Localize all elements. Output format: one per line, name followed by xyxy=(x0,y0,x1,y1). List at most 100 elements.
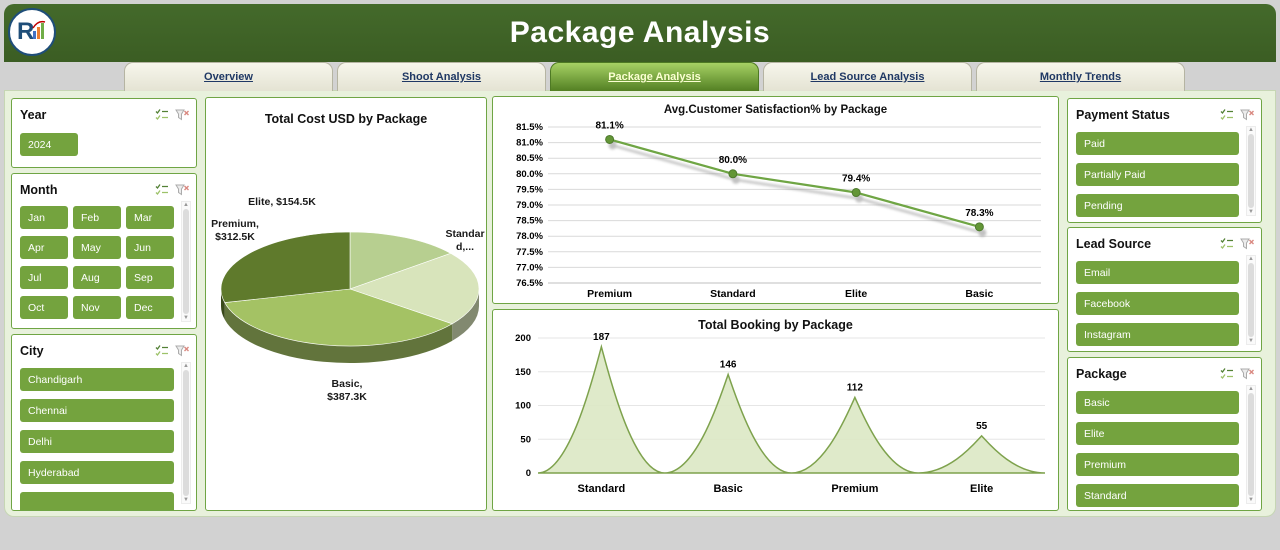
area-chart[interactable]: 0 50 100 150 200 187 146 112 55 Standard Basic Prem… xyxy=(493,310,1058,510)
payment-status-slicer: Payment Status Paid Partially Paid Pending… xyxy=(1067,98,1262,223)
multiselect-icon[interactable] xyxy=(154,107,170,123)
svg-text:77.0%: 77.0% xyxy=(516,262,543,273)
svg-text:76.5%: 76.5% xyxy=(516,278,543,289)
package-option[interactable]: Basic xyxy=(1076,391,1239,414)
month-option[interactable]: Jul xyxy=(20,266,68,289)
scrollbar[interactable]: ▲ ▼ xyxy=(1246,126,1256,216)
scroll-thumb[interactable] xyxy=(183,370,189,496)
clear-filter-icon[interactable] xyxy=(1239,366,1255,382)
city-option[interactable]: Chandigarh xyxy=(20,368,174,391)
month-option[interactable]: Apr xyxy=(20,236,68,259)
scroll-up-icon[interactable]: ▲ xyxy=(183,363,189,369)
month-slicer: Month Jan Feb Mar Apr May Jun Jul Aug Sep Oct Nov D… xyxy=(11,173,197,329)
month-option[interactable]: Jan xyxy=(20,206,68,229)
svg-text:78.3%: 78.3% xyxy=(965,208,993,219)
logo: R xyxy=(8,8,56,56)
scroll-down-icon[interactable]: ▼ xyxy=(1248,209,1254,215)
svg-text:100: 100 xyxy=(515,401,531,412)
slicer-title: Package xyxy=(1076,367,1127,381)
scrollbar[interactable]: ▲ ▼ xyxy=(181,201,191,322)
scroll-thumb[interactable] xyxy=(1248,134,1254,208)
month-option[interactable]: Aug xyxy=(73,266,121,289)
package-option[interactable]: Elite xyxy=(1076,422,1239,445)
scroll-down-icon[interactable]: ▼ xyxy=(183,497,189,503)
tab-monthly-trends[interactable]: Monthly Trends xyxy=(976,62,1185,91)
month-option[interactable]: Sep xyxy=(126,266,174,289)
svg-text:Basic: Basic xyxy=(965,288,993,300)
tab-shoot-analysis[interactable]: Shoot Analysis xyxy=(337,62,546,91)
payment-status-option[interactable]: Paid xyxy=(1076,132,1239,155)
scroll-down-icon[interactable]: ▼ xyxy=(183,315,189,321)
svg-text:80.0%: 80.0% xyxy=(516,169,543,180)
slicer-title: City xyxy=(20,344,44,358)
city-option[interactable]: Delhi xyxy=(20,430,174,453)
scroll-up-icon[interactable]: ▲ xyxy=(183,202,189,208)
svg-text:150: 150 xyxy=(515,367,531,378)
clear-filter-icon[interactable] xyxy=(174,107,190,123)
city-slicer: City Chandigarh Chennai Delhi Hyderabad ▲ ▼ xyxy=(11,334,197,511)
scroll-thumb[interactable] xyxy=(1248,263,1254,337)
tab-label: Package Analysis xyxy=(608,71,701,83)
tab-package-analysis[interactable]: Package Analysis xyxy=(550,62,759,91)
scrollbar[interactable]: ▲ ▼ xyxy=(1246,255,1256,345)
svg-text:77.5%: 77.5% xyxy=(516,247,543,258)
pie-label-premium: Premium, $312.5K xyxy=(211,218,259,243)
scrollbar[interactable]: ▲ ▼ xyxy=(1246,385,1256,504)
month-option[interactable]: Mar xyxy=(126,206,174,229)
clear-filter-icon[interactable] xyxy=(174,182,190,198)
month-option[interactable]: Oct xyxy=(20,296,68,319)
svg-text:187: 187 xyxy=(593,332,610,343)
scroll-down-icon[interactable]: ▼ xyxy=(1248,497,1254,503)
lead-source-option[interactable]: Email xyxy=(1076,261,1239,284)
slicer-title: Lead Source xyxy=(1076,237,1152,251)
area-chart-panel: Total Booking by Package 0 50 100 150 200 187… xyxy=(492,309,1059,511)
scroll-up-icon[interactable]: ▲ xyxy=(1248,127,1254,133)
tab-lead-source-analysis[interactable]: Lead Source Analysis xyxy=(763,62,972,91)
chart-title: Total Booking by Package xyxy=(698,318,853,332)
scroll-thumb[interactable] xyxy=(183,209,189,314)
month-option[interactable]: Nov xyxy=(73,296,121,319)
multiselect-icon[interactable] xyxy=(154,182,170,198)
tab-label: Overview xyxy=(204,71,253,83)
package-option[interactable]: Premium xyxy=(1076,453,1239,476)
month-option[interactable]: Feb xyxy=(73,206,121,229)
month-option[interactable]: Dec xyxy=(126,296,174,319)
svg-text:79.5%: 79.5% xyxy=(516,184,543,195)
tab-overview[interactable]: Overview xyxy=(124,62,333,91)
tab-label: Monthly Trends xyxy=(1039,71,1122,83)
city-option-clipped[interactable] xyxy=(20,492,174,510)
city-option[interactable]: Chennai xyxy=(20,399,174,422)
scroll-down-icon[interactable]: ▼ xyxy=(1248,338,1254,344)
multiselect-icon[interactable] xyxy=(1219,107,1235,123)
clear-filter-icon[interactable] xyxy=(1239,107,1255,123)
lead-source-option[interactable]: Instagram xyxy=(1076,323,1239,346)
clear-filter-icon[interactable] xyxy=(1239,236,1255,252)
year-option[interactable]: 2024 xyxy=(20,133,78,156)
scroll-thumb[interactable] xyxy=(1248,393,1254,496)
svg-text:Elite: Elite xyxy=(845,288,867,300)
tab-label: Shoot Analysis xyxy=(401,71,482,83)
header-bar: Package Analysis xyxy=(4,4,1276,62)
pie-label-elite: Elite, $154.5K xyxy=(248,196,316,208)
scroll-up-icon[interactable]: ▲ xyxy=(1248,386,1254,392)
clear-filter-icon[interactable] xyxy=(174,343,190,359)
svg-text:79.4%: 79.4% xyxy=(842,174,870,185)
multiselect-icon[interactable] xyxy=(1219,236,1235,252)
line-chart-panel: Avg.Customer Satisfaction% by Package 81… xyxy=(492,96,1059,304)
multiselect-icon[interactable] xyxy=(1219,366,1235,382)
scrollbar[interactable]: ▲ ▼ xyxy=(181,362,191,504)
lead-source-option[interactable]: Facebook xyxy=(1076,292,1239,315)
multiselect-icon[interactable] xyxy=(154,343,170,359)
slicer-title: Month xyxy=(20,183,58,197)
line-chart[interactable]: 81.5% 81.0% 80.5% 80.0% 79.5% 79.0% 78.5% 78.0%… xyxy=(493,97,1058,303)
pie-chart-panel: Total Cost USD by Package Elite, $154.5K… xyxy=(205,97,487,511)
scroll-up-icon[interactable]: ▲ xyxy=(1248,256,1254,262)
payment-status-option[interactable]: Pending xyxy=(1076,194,1239,217)
pie-chart[interactable] xyxy=(206,98,486,510)
svg-text:Premium: Premium xyxy=(587,288,632,300)
payment-status-option[interactable]: Partially Paid xyxy=(1076,163,1239,186)
month-option[interactable]: May xyxy=(73,236,121,259)
month-option[interactable]: Jun xyxy=(126,236,174,259)
city-option[interactable]: Hyderabad xyxy=(20,461,174,484)
package-option[interactable]: Standard xyxy=(1076,484,1239,507)
